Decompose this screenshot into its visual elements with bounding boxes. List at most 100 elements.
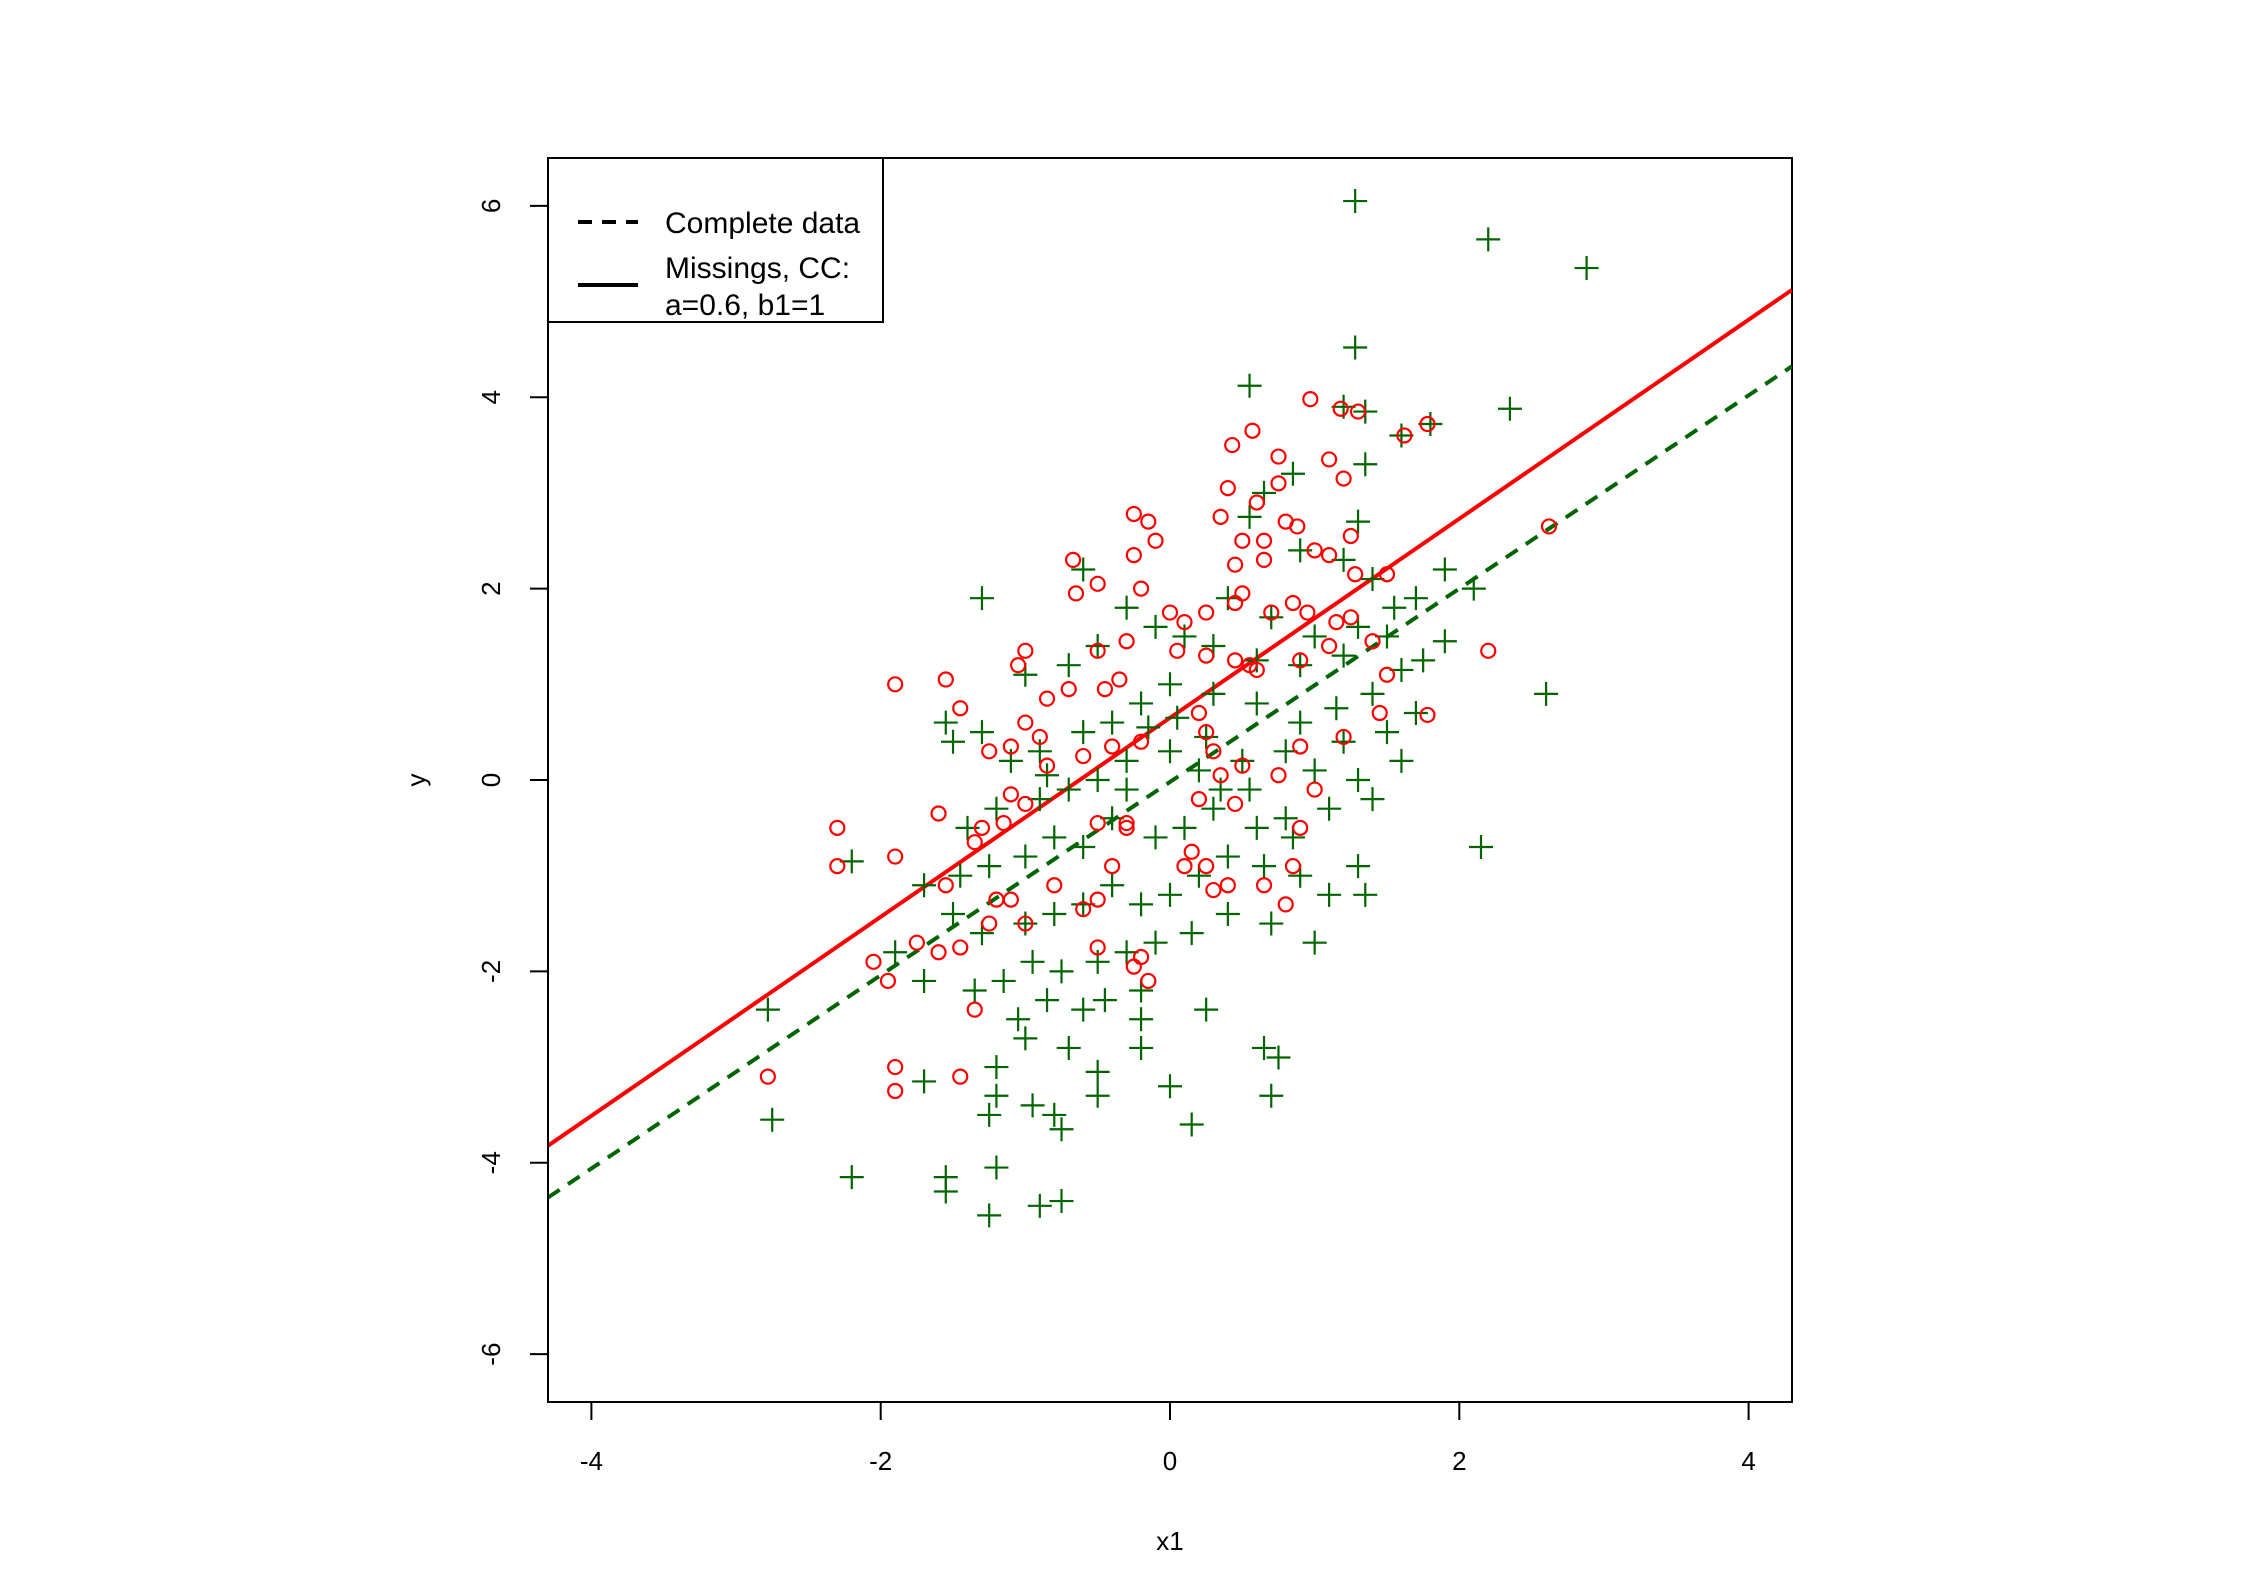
observed-data-point (1332, 400, 1349, 417)
observed-data-point (1198, 604, 1215, 621)
observed-data-point (995, 814, 1012, 832)
complete-data-point (1403, 701, 1428, 726)
observed-data-point (887, 1082, 904, 1100)
observed-data-point (1306, 781, 1323, 798)
observed-data-point (1378, 566, 1396, 583)
observed-data-point (1161, 604, 1179, 621)
x-tick-label: -2 (869, 1446, 892, 1476)
complete-data-point (1244, 815, 1269, 840)
observed-data-point (1096, 680, 1114, 698)
complete-data-point (1165, 705, 1190, 730)
complete-data-point (1179, 1112, 1204, 1137)
y-tick-label: 0 (476, 773, 506, 787)
complete-data-point (1158, 1074, 1182, 1099)
observed-data-point (1255, 551, 1273, 569)
complete-data-point (839, 1165, 864, 1190)
y-tick-label: -6 (476, 1343, 506, 1366)
complete-data-point (1324, 696, 1349, 721)
y-tick-label: 6 (476, 199, 506, 213)
complete-data-point (1317, 796, 1342, 821)
legend-label-missings: Missings, CC: (665, 252, 850, 285)
observed-data-point (1017, 795, 1034, 813)
complete-data-point (1201, 681, 1226, 706)
complete-data-point (977, 854, 1002, 879)
observed-data-point (1255, 877, 1273, 894)
complete-data-point (1085, 768, 1110, 792)
observed-data-point (1226, 594, 1244, 612)
legend-box (547, 157, 884, 323)
complete-data-point (1346, 854, 1371, 879)
observed-data-point (1292, 819, 1309, 836)
complete-data-point (1389, 748, 1414, 773)
observed-data-point (1219, 877, 1236, 894)
complete-data-point (1056, 1035, 1081, 1060)
complete-data-point (1020, 1093, 1045, 1118)
observed-data-point (1190, 704, 1208, 722)
observed-data-point (1118, 814, 1135, 832)
observed-data-point (1111, 671, 1128, 688)
complete-data-point (1085, 1059, 1110, 1084)
observed-data-point (1132, 948, 1150, 966)
complete-data-point (984, 1155, 1009, 1180)
observed-data-point (1255, 532, 1273, 549)
observed-data-point (937, 671, 954, 688)
legend: Complete data Missings, CC: a=0.6, b1=1 (547, 157, 884, 323)
observed-data-point (952, 1068, 969, 1085)
observed-data-point (829, 858, 846, 875)
observed-data-point (930, 944, 947, 961)
complete-data-point (1574, 256, 1599, 281)
complete-data-point (1013, 844, 1038, 869)
complete-data-point (933, 710, 958, 735)
complete-data-point (1013, 911, 1038, 936)
observed-data-point (1183, 843, 1200, 860)
complete-data-point (969, 720, 994, 745)
observed-data-point (1226, 556, 1244, 573)
observed-data-point (966, 1001, 983, 1018)
complete-data-point (1215, 844, 1240, 869)
observed-data-point (1342, 527, 1359, 545)
observed-data-point (1263, 604, 1280, 621)
complete-data-point (1179, 921, 1204, 946)
complete-data-point (1129, 1007, 1154, 1032)
observed-data-point (1284, 594, 1302, 612)
complete-data-point (1129, 892, 1154, 917)
observed-data-point (981, 915, 998, 932)
complete-data-point (1237, 373, 1262, 398)
observed-data-point (1046, 877, 1063, 894)
observed-data-point (1270, 448, 1287, 465)
observed-data-point (1480, 642, 1497, 659)
complete-data-point (1259, 911, 1284, 936)
observed-data-point (1118, 819, 1135, 836)
complete-data-point (1194, 724, 1219, 749)
observed-data-point (1002, 786, 1019, 803)
complete-data-point (1071, 557, 1096, 582)
complete-data-point (941, 901, 966, 926)
complete-data-point (1252, 854, 1277, 879)
complete-data-point (1006, 1007, 1031, 1032)
complete-data-point (1100, 873, 1125, 898)
observed-data-point (1284, 858, 1302, 875)
observed-data-point (1038, 757, 1056, 774)
complete-data-point (1114, 748, 1139, 773)
observed-data-point (1017, 642, 1034, 659)
complete-data-point (1346, 509, 1371, 534)
observed-data-point (1244, 422, 1261, 439)
complete-data-point (1432, 629, 1457, 654)
observed-data-point (1198, 724, 1215, 741)
y-tick-label: 4 (476, 390, 506, 404)
observed-data-point (1540, 518, 1558, 535)
y-tick-label: -2 (476, 960, 506, 983)
observed-data-point (1419, 415, 1436, 433)
complete-data-point (1049, 1189, 1074, 1214)
complete-data-point (1461, 576, 1486, 601)
observed-data-point (1299, 604, 1316, 621)
complete-data-point (1497, 396, 1522, 421)
observed-data-point (1067, 585, 1085, 602)
observed-data-point (1147, 532, 1164, 549)
complete-data-point (1418, 412, 1443, 437)
complete-data-regression-line (548, 364, 1792, 1200)
x-tick-label: 4 (1741, 1446, 1755, 1476)
observed-data-point (1270, 475, 1287, 492)
observed-data-point (1302, 391, 1319, 408)
